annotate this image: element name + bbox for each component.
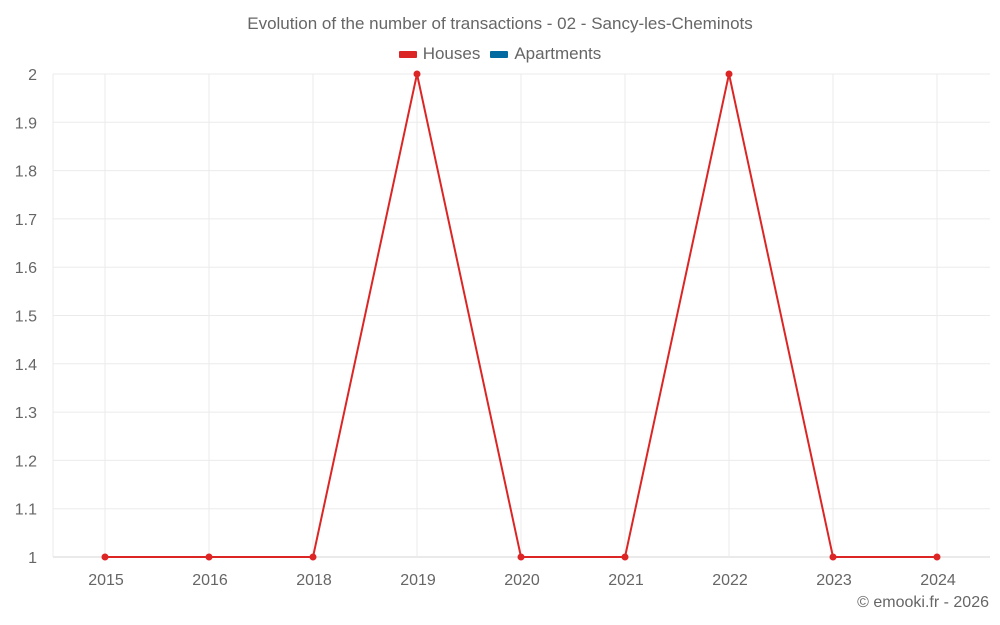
y-tick-label: 1.4 (15, 357, 37, 374)
x-tick-label: 2021 (608, 572, 644, 589)
y-tick-label: 1 (28, 550, 37, 567)
x-tick-label: 2023 (816, 572, 852, 589)
legend-label-houses: Houses (422, 44, 481, 63)
apartments-swatch-icon (490, 50, 509, 58)
y-tick-label: 2 (28, 67, 37, 84)
legend: Houses Apartments (0, 44, 1000, 64)
legend-item-houses[interactable]: Houses (398, 44, 481, 64)
data-point[interactable] (309, 553, 317, 561)
houses-swatch-icon (398, 50, 417, 58)
y-tick-label: 1.1 (15, 502, 37, 519)
data-point[interactable] (101, 553, 109, 561)
y-tick-label: 1.8 (15, 164, 37, 181)
data-point[interactable] (829, 553, 837, 561)
y-tick-label: 1.2 (15, 453, 37, 470)
x-tick-label: 2024 (920, 572, 956, 589)
y-tick-label: 1.5 (15, 309, 37, 326)
y-tick-label: 1.9 (15, 115, 37, 132)
x-tick-label: 2022 (712, 572, 748, 589)
x-tick-label: 2020 (504, 572, 540, 589)
x-tick-label: 2015 (88, 572, 124, 589)
chart-title: Evolution of the number of transactions … (247, 14, 753, 33)
data-point[interactable] (517, 553, 525, 561)
x-tick-label: 2019 (400, 572, 436, 589)
y-tick-label: 1.3 (15, 405, 37, 422)
data-point[interactable] (933, 553, 941, 561)
copyright-credit: © emooki.fr - 2026 (857, 594, 989, 611)
y-tick-label: 1.6 (15, 260, 37, 277)
legend-label-apartments: Apartments (514, 44, 602, 63)
data-point[interactable] (205, 553, 213, 561)
legend-item-apartments[interactable]: Apartments (490, 44, 601, 64)
data-point[interactable] (413, 70, 421, 78)
x-tick-label: 2018 (296, 572, 332, 589)
y-tick-label: 1.7 (15, 212, 37, 229)
x-tick-label: 2016 (192, 572, 228, 589)
data-point[interactable] (725, 70, 733, 78)
data-point[interactable] (621, 553, 629, 561)
